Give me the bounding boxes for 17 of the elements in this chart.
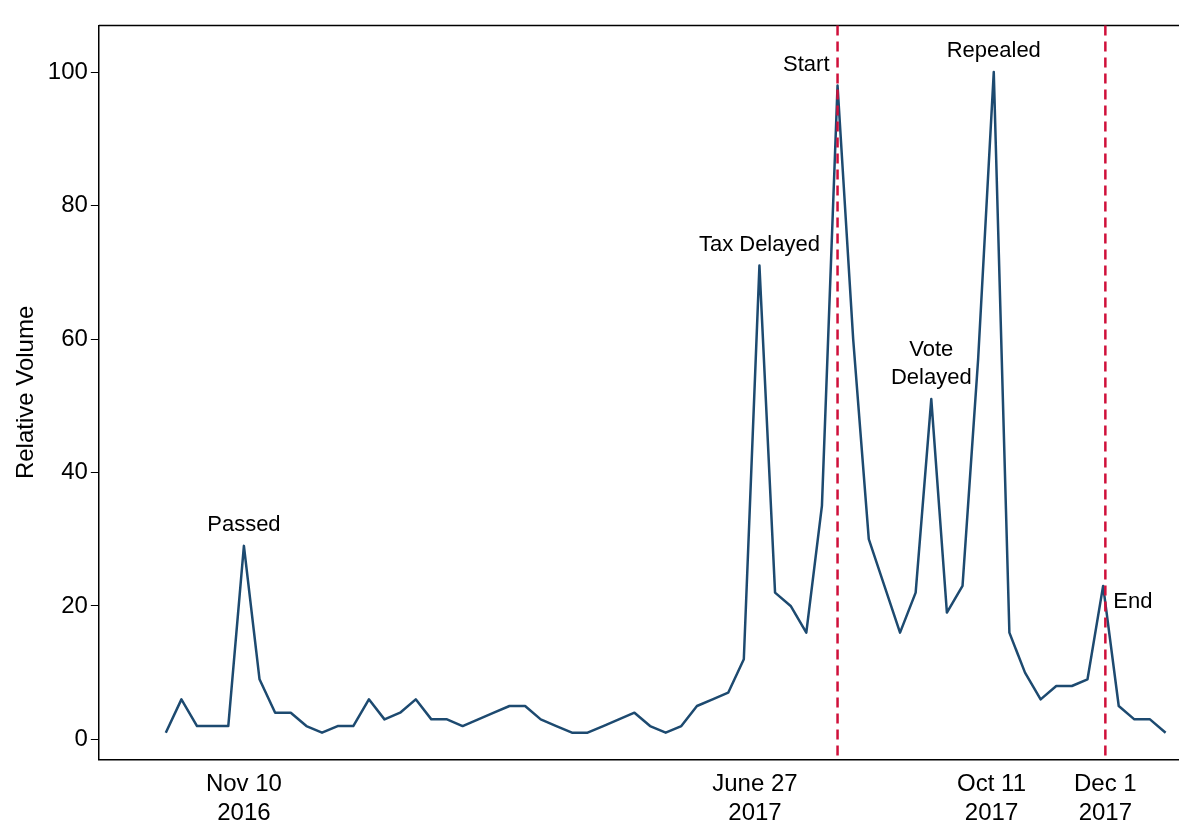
y-tick-label: 80	[61, 190, 88, 218]
ref-line-label: End	[1113, 588, 1153, 614]
x-tick-label: June 27 2017	[712, 769, 798, 826]
annotation: Passed	[207, 510, 281, 536]
annotation: Repealed	[946, 37, 1041, 63]
y-tick-label: 0	[74, 724, 88, 752]
y-tick-label: 100	[47, 56, 88, 84]
annotation: Tax Delayed	[698, 230, 820, 256]
y-tick-label: 40	[61, 457, 88, 485]
y-tick-label: 20	[61, 590, 88, 618]
ref-line-label: Start	[783, 50, 830, 76]
x-tick-label: Dec 1 2017	[1074, 769, 1137, 826]
x-tick-label: Oct 11 2017	[957, 769, 1026, 826]
x-tick-label: Nov 10 2016	[205, 769, 282, 826]
annotation: Vote Delayed	[890, 336, 972, 390]
y-tick-label: 60	[61, 323, 88, 351]
y-axis-title: Relative Volume	[11, 305, 39, 480]
